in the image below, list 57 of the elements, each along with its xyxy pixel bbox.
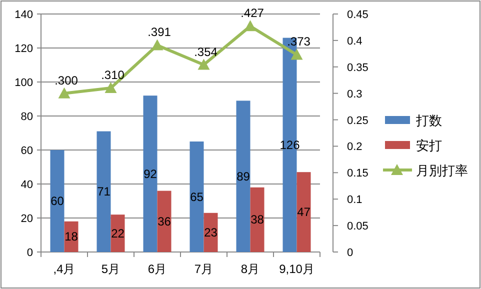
data-label: 92	[144, 166, 158, 181]
bar	[50, 150, 64, 252]
data-label: .354	[194, 44, 218, 59]
y-tick-label: 60	[20, 145, 33, 157]
data-label: .427	[240, 6, 264, 20]
data-label: 36	[158, 214, 172, 228]
bar	[250, 187, 264, 252]
data-label: 47	[297, 205, 311, 220]
x-tick-label: 9,10月	[279, 262, 314, 276]
data-label: 23	[204, 225, 218, 240]
y-tick-label: 0	[26, 247, 33, 259]
data-label: .391	[148, 25, 172, 40]
y2-tick-label: 0.45	[347, 9, 368, 21]
data-label: 65	[190, 190, 204, 204]
bar	[236, 100, 250, 252]
data-label: 60	[50, 194, 64, 208]
x-tick-label: ,4月	[53, 262, 76, 276]
y-tick-label: 40	[20, 179, 33, 191]
point	[58, 87, 70, 98]
point	[151, 39, 164, 50]
data-label: 89	[236, 169, 250, 184]
y2-tick-label: 0.15	[347, 168, 368, 180]
y2-tick-label: 0.4	[347, 35, 362, 48]
data-label: 18	[64, 230, 78, 244]
point	[290, 48, 303, 60]
legend-label: 安打	[416, 138, 442, 153]
y-tick-label: 20	[20, 213, 33, 225]
bar	[143, 96, 158, 252]
y2-tick-label: 0.2	[347, 141, 362, 154]
x-tick-label: 6月	[148, 262, 167, 276]
y2-tick-label: 0.05	[347, 220, 368, 233]
bar	[96, 131, 111, 252]
x-tick-label: 7月	[194, 262, 214, 276]
data-label: 22	[111, 226, 125, 240]
data-label: 71	[97, 184, 111, 199]
y2-tick-label: 0	[347, 247, 354, 259]
legend-label: 打数	[415, 113, 442, 128]
y2-tick-label: 0.3	[347, 88, 362, 100]
bar	[296, 172, 311, 252]
y-tick-label: 100	[14, 77, 33, 89]
bar	[110, 214, 125, 252]
x-tick-label: 8月	[240, 262, 260, 276]
bar	[190, 142, 204, 252]
y2-tick-label: 0.25	[347, 114, 368, 127]
y2-tick-label: 0.35	[347, 62, 368, 74]
y-tick-label: 140	[14, 9, 33, 21]
bar	[157, 190, 172, 252]
data-label: .310	[101, 68, 125, 82]
point	[198, 58, 210, 70]
y-tick-label: 80	[20, 111, 33, 123]
y-tick-label: 120	[14, 43, 33, 55]
legend-label: 月別打率	[416, 163, 468, 178]
y2-tick-label: 0.1	[347, 194, 362, 206]
data-label: .300	[54, 73, 78, 88]
x-tick-label: 5月	[101, 262, 120, 276]
point	[104, 82, 117, 94]
data-label: 38	[250, 212, 264, 227]
